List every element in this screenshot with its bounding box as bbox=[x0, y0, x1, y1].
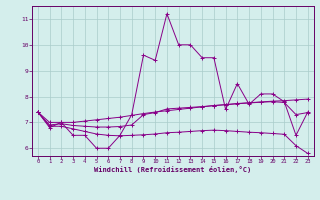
X-axis label: Windchill (Refroidissement éolien,°C): Windchill (Refroidissement éolien,°C) bbox=[94, 166, 252, 173]
